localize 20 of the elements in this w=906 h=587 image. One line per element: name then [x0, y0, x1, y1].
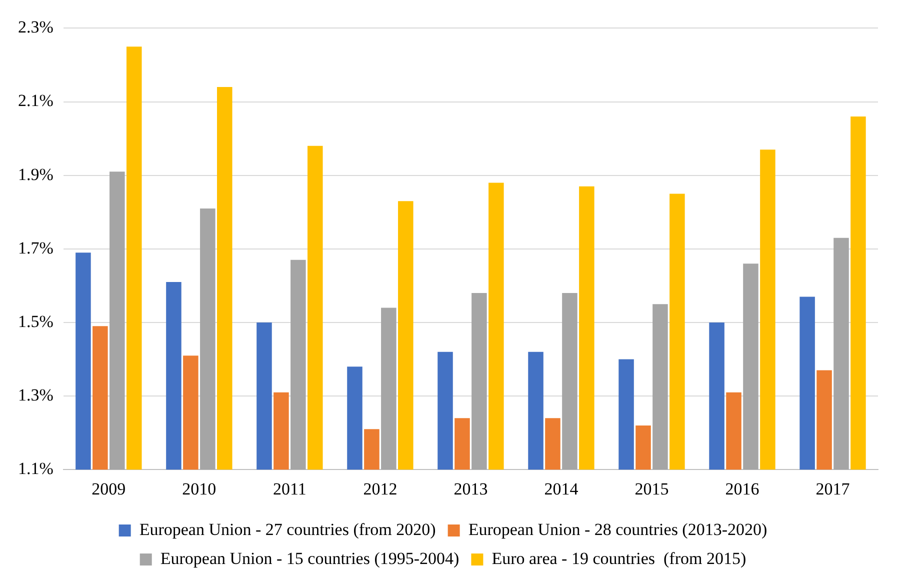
y-tick-label: 1.5%	[18, 312, 54, 331]
legend-label: European Union - 27 countries (from 2020)	[139, 520, 436, 539]
y-tick-label: 1.7%	[18, 238, 54, 258]
x-tick-label: 2017	[816, 479, 850, 498]
y-tick-label: 2.1%	[18, 91, 54, 110]
x-tick-label: 2016	[725, 479, 760, 498]
x-tick-label: 2013	[454, 479, 488, 498]
y-tick-label: 1.9%	[18, 164, 54, 184]
x-tick-label: 2014	[544, 479, 579, 498]
legend-label: European Union - 28 countries (2013-2020)	[468, 520, 768, 539]
legend-label: European Union - 15 countries (1995-2004)	[160, 548, 460, 568]
x-tick-label: 2009	[92, 479, 126, 498]
legend-label: Euro area - 19 countries (from 2015)	[492, 548, 746, 568]
x-tick-label: 2012	[363, 479, 398, 498]
y-tick-label: 1.1%	[18, 459, 54, 478]
y-tick-label: 2.3%	[18, 18, 54, 37]
x-tick-label: 2015	[634, 479, 669, 498]
x-tick-label: 2010	[182, 479, 216, 498]
y-tick-label: 1.3%	[18, 386, 54, 404]
x-tick-label: 2011	[273, 479, 306, 498]
